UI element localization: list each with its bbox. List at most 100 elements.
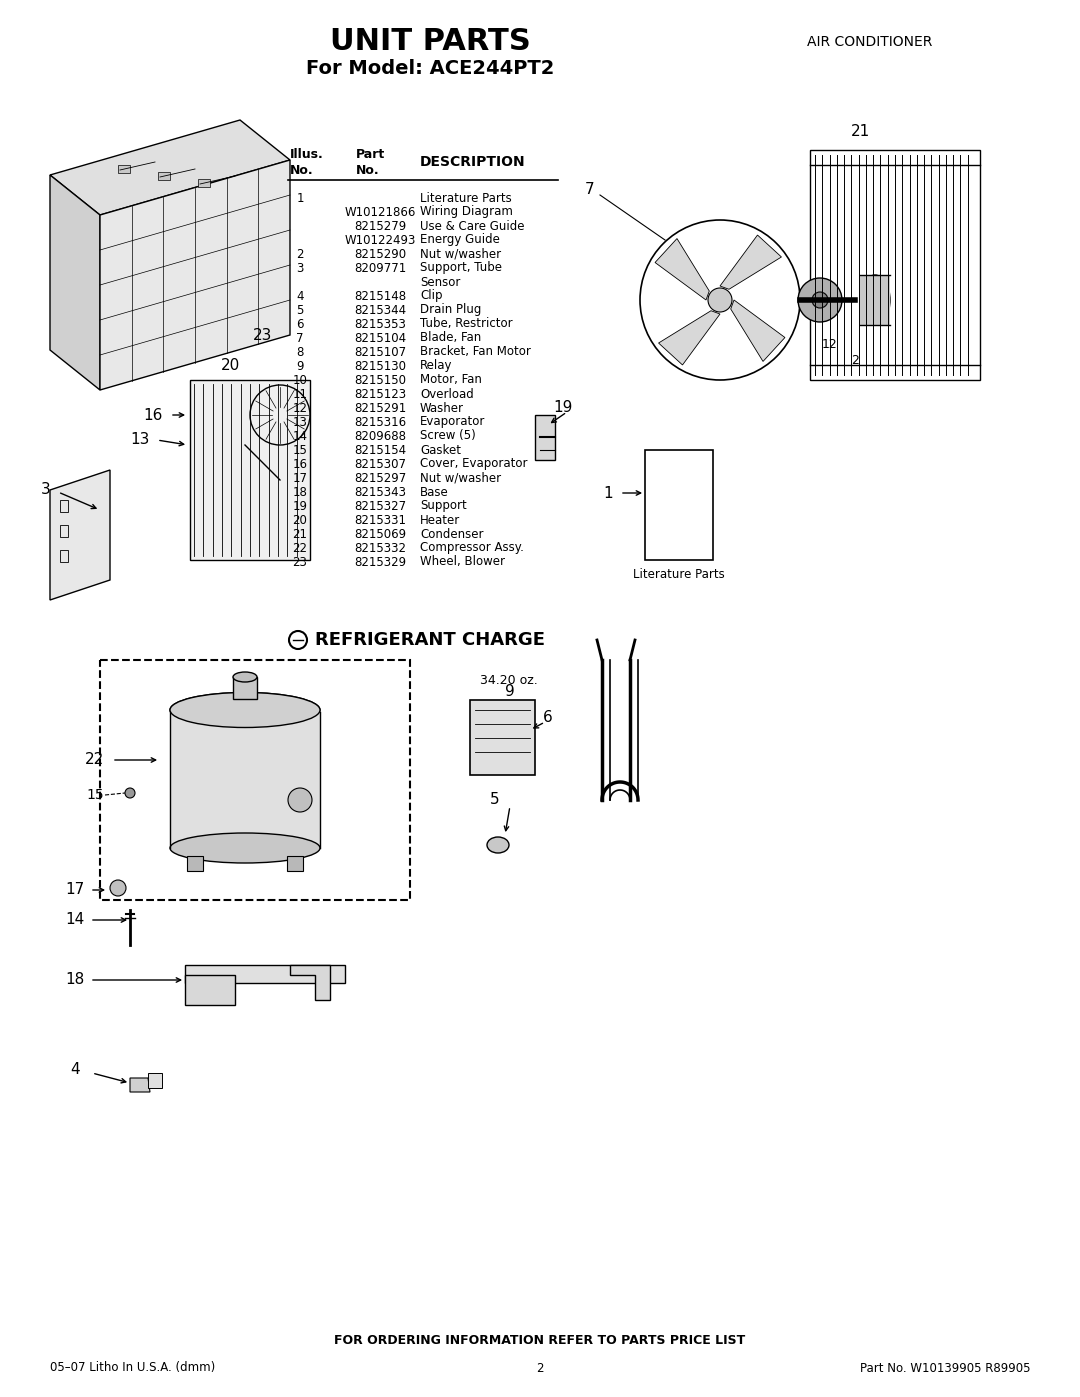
Text: 8215290: 8215290 [354,247,406,260]
Polygon shape [731,300,785,362]
Text: 9: 9 [296,359,303,373]
Bar [187,856,203,870]
Bar [233,678,257,698]
Text: AIR CONDITIONER: AIR CONDITIONER [808,35,933,49]
Text: Support, Tube: Support, Tube [420,261,502,274]
Text: 12: 12 [822,338,838,352]
Ellipse shape [487,837,509,854]
Bar [158,172,170,180]
Ellipse shape [170,693,320,728]
Text: DESCRIPTION: DESCRIPTION [420,155,526,169]
Text: 16: 16 [144,408,163,422]
Polygon shape [100,161,291,390]
Text: No.: No. [356,163,380,176]
Text: 3: 3 [41,482,51,497]
Text: Screw (5): Screw (5) [420,429,476,443]
Text: 19: 19 [553,400,572,415]
Text: 8215154: 8215154 [354,443,406,457]
Text: 8215343: 8215343 [354,486,406,499]
Text: UNIT PARTS: UNIT PARTS [329,28,530,56]
Text: REFRIGERANT CHARGE: REFRIGERANT CHARGE [315,631,545,650]
Ellipse shape [170,693,320,728]
Bar [100,659,410,900]
Bar [470,700,535,775]
Text: Tube, Restrictor: Tube, Restrictor [420,317,513,331]
Text: 8215148: 8215148 [354,289,406,303]
Text: 8209688: 8209688 [354,429,406,443]
Text: 17: 17 [66,883,84,897]
Text: Part No. W10139905 R89905: Part No. W10139905 R89905 [860,1362,1030,1375]
Text: 8215344: 8215344 [354,303,406,317]
Polygon shape [291,965,330,1000]
Text: W10121866: W10121866 [345,205,416,218]
Text: Gasket: Gasket [420,443,461,457]
Bar [287,856,303,870]
Text: 21: 21 [293,528,308,541]
Text: 5: 5 [490,792,500,807]
Text: No.: No. [291,163,313,176]
Text: Part: Part [356,148,386,162]
Text: 8209771: 8209771 [354,261,406,274]
Text: Washer: Washer [420,401,464,415]
Text: 8215291: 8215291 [354,401,406,415]
Text: 05–07 Litho In U.S.A. (dmm): 05–07 Litho In U.S.A. (dmm) [50,1362,215,1375]
Text: Cover, Evaporator: Cover, Evaporator [420,457,527,471]
Text: 4: 4 [296,289,303,303]
Bar [118,165,130,173]
Text: 1: 1 [604,486,612,500]
Text: Heater: Heater [420,514,460,527]
Text: 15: 15 [293,443,308,457]
Text: FOR ORDERING INFORMATION REFER TO PARTS PRICE LIST: FOR ORDERING INFORMATION REFER TO PARTS … [335,1334,745,1347]
Bar [60,525,68,536]
Circle shape [110,880,126,895]
Text: For Model: ACE244PT2: For Model: ACE244PT2 [306,59,554,77]
Text: 15: 15 [86,788,104,802]
Circle shape [125,788,135,798]
Ellipse shape [170,833,320,863]
Text: Support: Support [420,500,467,513]
Text: 23: 23 [293,556,308,569]
Text: 7: 7 [585,183,595,197]
Text: Illus.: Illus. [291,148,324,162]
Polygon shape [50,469,110,599]
Text: 6: 6 [543,711,553,725]
Text: Nut w/washer: Nut w/washer [420,247,501,260]
Text: Sensor: Sensor [420,275,460,289]
Polygon shape [659,310,720,365]
Text: 8215107: 8215107 [354,345,406,359]
Text: Evaporator: Evaporator [420,415,485,429]
Text: 4: 4 [70,1063,80,1077]
Text: Drain Plug: Drain Plug [420,303,482,317]
Text: 17: 17 [293,472,308,485]
Text: 8215327: 8215327 [354,500,406,513]
Text: 8215307: 8215307 [354,457,406,471]
Text: 6: 6 [296,317,303,331]
Text: 21: 21 [850,124,869,140]
Text: 12: 12 [293,401,308,415]
Text: Motor, Fan: Motor, Fan [420,373,482,387]
Text: 8215123: 8215123 [354,387,406,401]
Text: Nut w/washer: Nut w/washer [420,472,501,485]
Polygon shape [720,235,782,289]
Text: Wiring Diagram: Wiring Diagram [420,205,513,218]
Circle shape [798,278,842,321]
Text: Energy Guide: Energy Guide [420,233,500,246]
Text: 9: 9 [505,685,515,700]
Text: 5: 5 [296,303,303,317]
Text: 8215332: 8215332 [354,542,406,555]
Text: 8215353: 8215353 [354,317,406,331]
Text: Clip: Clip [420,289,443,303]
Text: W10122493: W10122493 [345,233,416,246]
Text: 2: 2 [537,1362,543,1375]
Text: 8: 8 [296,345,303,359]
Polygon shape [50,175,100,390]
Text: Literature Parts: Literature Parts [420,191,512,204]
Bar [810,149,980,380]
Text: 22: 22 [85,753,105,767]
Text: 18: 18 [66,972,84,988]
Text: Base: Base [420,486,449,499]
Text: 8215104: 8215104 [354,331,406,345]
Text: 18: 18 [293,486,308,499]
Text: 2: 2 [851,353,859,366]
Text: 20: 20 [293,514,308,527]
